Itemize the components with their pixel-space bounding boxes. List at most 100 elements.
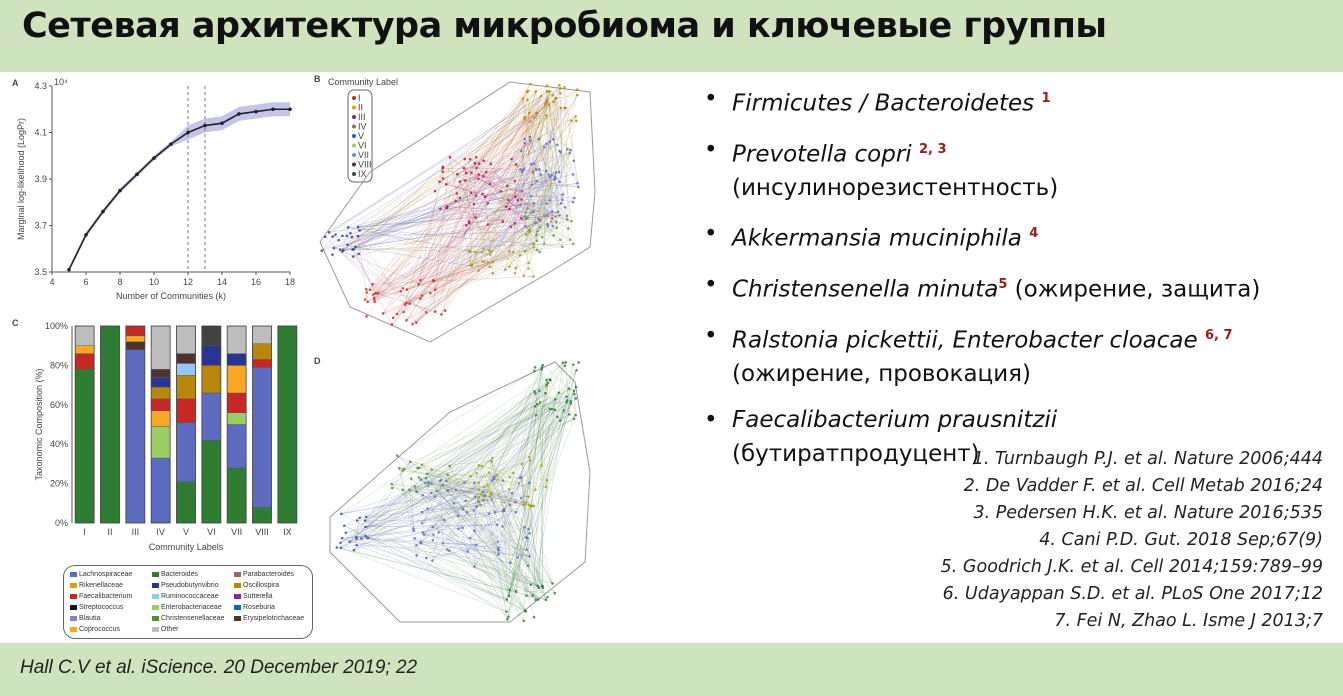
network-node [415,321,418,324]
network-edge [475,138,540,196]
network-node [487,512,491,515]
network-node [344,531,348,535]
network-edge [490,163,530,232]
network-edge [522,98,566,208]
bar-segment [74,353,95,370]
network-edge [446,549,543,589]
network-edge [526,502,529,566]
network-node [522,274,526,277]
network-node [547,173,550,176]
network-edge [344,525,507,600]
network-node [570,119,573,123]
network-edge [488,402,541,473]
network-node [432,279,436,283]
network-node [419,278,422,282]
network-node [572,417,576,421]
bullet-item: • Akkermansia muciniphila 4 [700,217,1340,256]
network-node [563,364,567,368]
network-edge [524,138,549,227]
network-edge [428,482,540,589]
network-node [546,222,549,226]
references-list: 1. Turnbaugh P.J. et al. Nature 2006;444… [941,446,1323,635]
bar-outline [201,325,222,524]
network-node [411,322,414,326]
network-edge [565,108,578,184]
network-edge [488,362,566,514]
network-node [539,173,542,176]
network-edge [416,491,530,557]
network-edge [366,222,537,290]
network-edge [374,91,537,294]
network-edge [364,107,565,300]
network-node [415,490,419,493]
network-edge [507,179,556,187]
network-edge [365,484,443,537]
network-edge [441,479,534,507]
network-node [535,239,539,243]
network-node [463,157,467,161]
network-edge [506,203,562,207]
network-node [463,179,467,182]
network-edge [333,247,476,253]
network-edge [529,172,557,232]
network-edge [442,178,527,235]
network-node [558,419,562,422]
network-node [409,477,413,480]
network-edge [469,98,524,160]
network-edge [444,492,513,521]
network-edge [492,235,554,274]
bar-segment [226,467,247,524]
network-node [545,383,549,387]
y-tick-label: 100% [45,321,68,331]
network-node [557,170,561,174]
network-edge [427,473,527,503]
network-edge [343,101,554,251]
network-edge [435,221,470,312]
network-edge [506,390,575,600]
network-edge [356,545,507,600]
network-edge [543,143,547,244]
legend-swatch [70,604,77,610]
network-edge [447,490,548,598]
network-edge [493,190,522,263]
panel-label: D [314,356,321,366]
network-edge [509,218,539,267]
network-edge [509,415,537,490]
network-edge [539,169,552,222]
network-node [468,536,472,540]
network-edge [509,410,564,490]
network-edge [367,84,560,302]
network-edge [430,116,576,294]
network-edge [483,500,534,507]
bullet-line: Firmicutes / Bacteroidetes 1 [732,82,1340,121]
network-edge [536,152,570,182]
network-node [533,366,537,369]
network-edge [365,510,504,528]
network-node [507,198,510,202]
network-node [464,224,468,227]
network-node [533,116,536,119]
network-node [488,253,492,256]
network-node [497,553,500,556]
network-edge [491,494,524,502]
network-edge [491,499,553,584]
network-node [487,248,491,252]
legend-label: Sutterella [243,593,273,600]
network-edge [352,171,523,250]
network-node [546,595,549,599]
taxa-legend-item: Enterobacteriaceae [152,604,222,611]
network-edge [529,95,542,138]
network-node [358,229,361,232]
network-edge [409,489,415,531]
network-edge [426,473,526,612]
network-node [538,250,542,254]
network-edge [555,88,561,99]
network-edge [538,382,549,588]
network-node [511,251,515,254]
network-edge [449,157,471,266]
network-edge [511,482,530,494]
network-node [540,367,544,371]
bar-segment [74,369,95,524]
y-tick-label: 80% [50,360,68,370]
network-edge [515,501,547,600]
